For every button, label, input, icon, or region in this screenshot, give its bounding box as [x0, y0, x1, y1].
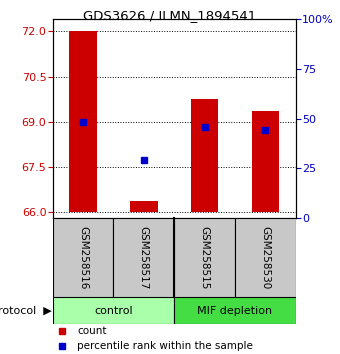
Text: control: control — [94, 306, 133, 316]
Text: percentile rank within the sample: percentile rank within the sample — [77, 342, 253, 352]
Bar — [174, 218, 235, 297]
Bar — [252, 111, 279, 212]
Text: GSM258530: GSM258530 — [260, 226, 270, 289]
Bar — [53, 297, 174, 324]
Bar — [130, 201, 157, 212]
Text: protocol  ▶: protocol ▶ — [0, 306, 51, 316]
Bar — [191, 99, 218, 212]
Text: GSM258515: GSM258515 — [200, 226, 210, 289]
Text: GSM258516: GSM258516 — [78, 226, 88, 289]
Text: GDS3626 / ILMN_1894541: GDS3626 / ILMN_1894541 — [83, 9, 257, 22]
Text: count: count — [77, 326, 106, 336]
Text: GSM258517: GSM258517 — [139, 226, 149, 289]
Bar — [53, 218, 114, 297]
Bar — [69, 32, 97, 212]
Bar — [114, 218, 174, 297]
Bar — [174, 297, 296, 324]
Text: MIF depletion: MIF depletion — [198, 306, 273, 316]
Bar — [235, 218, 296, 297]
